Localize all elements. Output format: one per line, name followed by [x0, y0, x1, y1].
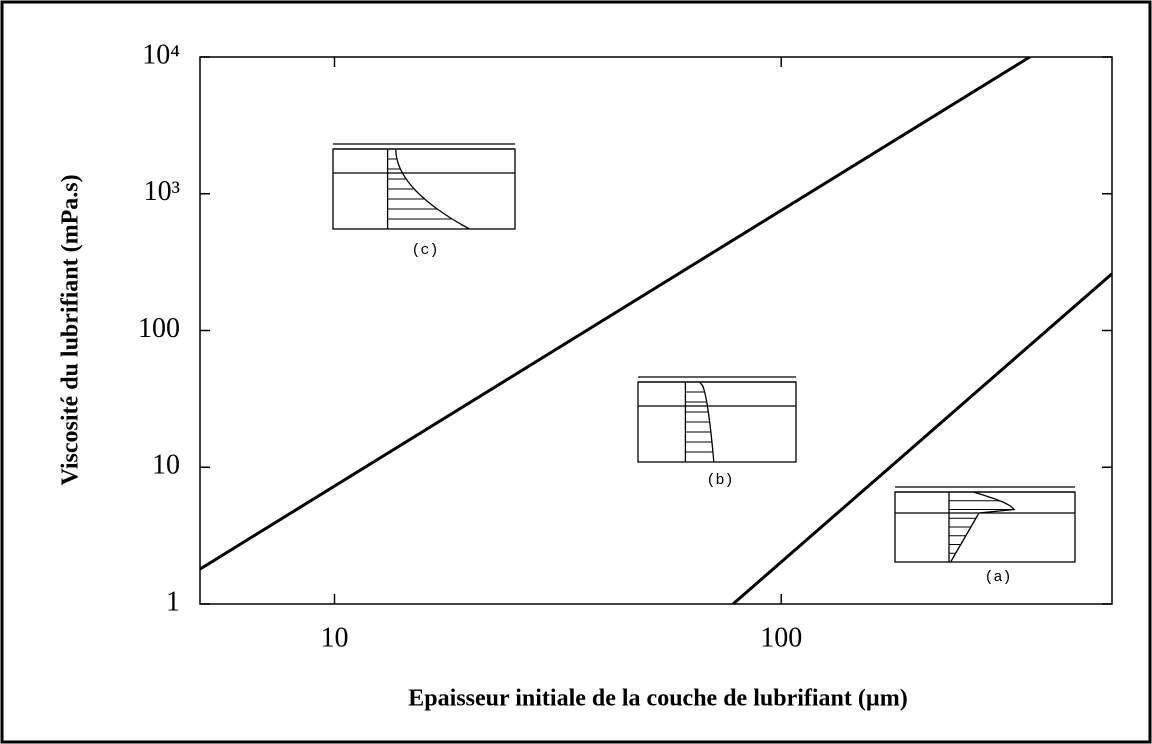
inset: [894, 486, 1076, 563]
y-tick-label: 10⁴: [142, 39, 180, 70]
data-line: [732, 272, 1112, 604]
data-line: [200, 57, 1031, 571]
inset-box: [332, 148, 516, 230]
y-tick-label: 10: [152, 450, 180, 481]
y-tick-label: 10³: [144, 176, 180, 207]
inset: [332, 143, 516, 230]
inset-box: [894, 491, 1076, 563]
y-tick-label: 1: [166, 586, 180, 617]
x-tick-label: 10: [320, 622, 348, 653]
annotation: (b): [706, 472, 733, 489]
annotation: (c): [411, 242, 438, 259]
x-axis-title: Epaisseur initiale de la couche de lubri…: [408, 686, 907, 712]
y-axis-title: Viscosité du lubrifiant (mPa.s): [58, 174, 84, 485]
x-tick-label: 100: [760, 622, 802, 653]
y-tick-label: 100: [138, 313, 180, 344]
annotation: (a): [984, 569, 1011, 586]
inset: [637, 376, 797, 463]
inset-box: [637, 381, 797, 463]
